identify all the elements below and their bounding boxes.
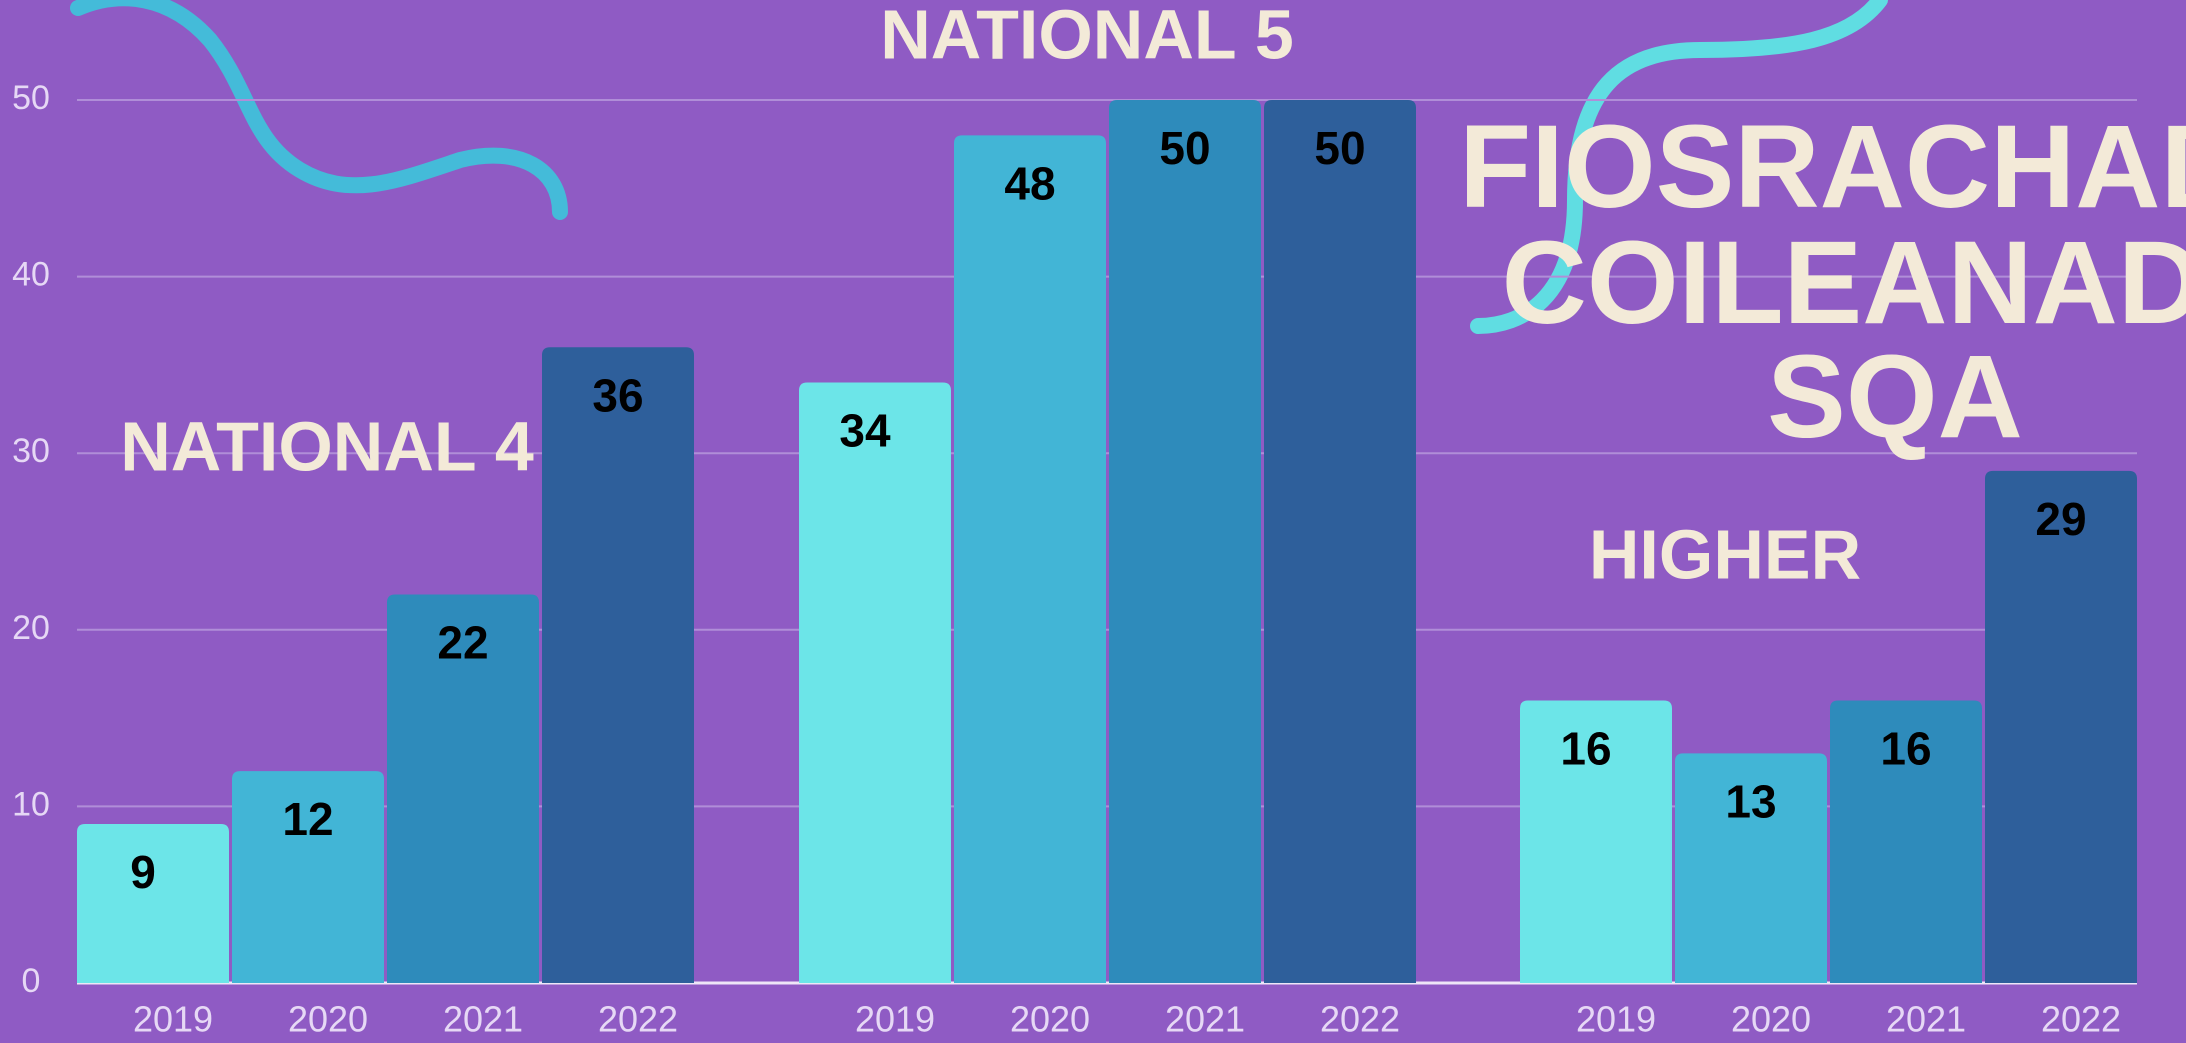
value-label: 16 [1880, 723, 1931, 775]
x-tick-label: 2019 [133, 999, 213, 1040]
x-tick-label: 2019 [1576, 999, 1656, 1040]
value-label: 50 [1159, 122, 1210, 174]
y-tick-label: 20 [12, 609, 50, 647]
value-label: 16 [1560, 723, 1611, 775]
x-tick-label: 2020 [1731, 999, 1811, 1040]
bar [1264, 100, 1416, 983]
x-tick-label: 2022 [598, 999, 678, 1040]
value-label: 50 [1314, 122, 1365, 174]
y-tick-label: 40 [12, 256, 50, 294]
value-label: 48 [1004, 157, 1055, 209]
chart-title: COILEANADH [1502, 217, 2186, 349]
chart: 0 10 20 30 40 50 9 2019 12 2020 22 2021 36 2022 NATION… [0, 0, 2186, 1043]
bar [954, 135, 1106, 983]
x-tick-label: 2021 [1886, 999, 1966, 1040]
value-label: 36 [592, 369, 643, 421]
x-tick-label: 2022 [2041, 999, 2121, 1040]
x-tick-label: 2021 [443, 999, 523, 1040]
y-tick-label: 30 [12, 432, 50, 470]
value-label: 13 [1725, 776, 1776, 828]
bar [542, 347, 694, 983]
group-label: HIGHER [1589, 515, 1861, 593]
group-label: NATIONAL 4 [120, 407, 534, 485]
x-tick-label: 2022 [1320, 999, 1400, 1040]
value-label: 34 [839, 405, 891, 457]
y-tick-label: 0 [22, 962, 41, 1000]
value-label: 12 [282, 793, 333, 845]
value-label: 29 [2035, 493, 2086, 545]
group-label: NATIONAL 5 [880, 0, 1294, 73]
x-tick-label: 2020 [1010, 999, 1090, 1040]
bar [1985, 471, 2137, 983]
bar [799, 383, 951, 983]
bar [1109, 100, 1261, 983]
value-label: 22 [437, 617, 488, 669]
y-tick-label: 50 [12, 79, 50, 117]
x-tick-label: 2019 [855, 999, 935, 1040]
y-tick-label: 10 [12, 785, 50, 823]
x-tick-label: 2021 [1165, 999, 1245, 1040]
value-label: 9 [130, 846, 156, 898]
x-tick-label: 2020 [288, 999, 368, 1040]
chart-title: FIOSRACHADH [1459, 101, 2186, 233]
chart-title: SQA [1767, 331, 2023, 463]
